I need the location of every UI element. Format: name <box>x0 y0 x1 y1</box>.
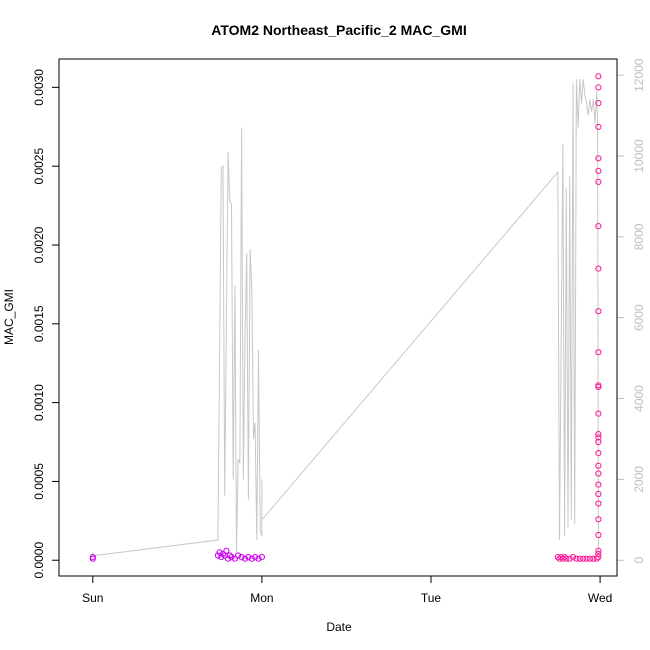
y-tick-label: 0.0000 <box>32 542 46 579</box>
data-point <box>218 554 225 561</box>
data-point <box>248 555 255 562</box>
data-point <box>595 155 602 162</box>
data-point <box>595 531 602 539</box>
data-point <box>595 308 602 315</box>
y-tick-label: 0.0025 <box>32 148 46 185</box>
data-point <box>595 410 602 417</box>
data-point <box>595 470 602 477</box>
data-point <box>258 554 265 561</box>
data-point <box>595 73 602 80</box>
data-point <box>255 555 262 562</box>
data-point <box>223 547 230 554</box>
data-point <box>595 554 602 561</box>
data-point <box>595 516 602 523</box>
y-tick-label: 0.0010 <box>32 384 46 421</box>
data-point <box>595 547 602 554</box>
data-point <box>595 450 602 457</box>
data-point <box>595 349 602 356</box>
series-line <box>92 79 599 557</box>
data-point <box>226 552 233 559</box>
data-point <box>235 552 242 559</box>
data-point <box>225 555 232 562</box>
data-point <box>595 431 602 438</box>
data-point <box>580 555 587 562</box>
y-right-tick-label: 12000 <box>632 58 646 92</box>
x-tick-label: Sun <box>82 591 103 605</box>
data-point <box>595 481 602 488</box>
x-tick-label: Tue <box>421 591 442 605</box>
y-right-tick-label: 8000 <box>632 223 646 250</box>
y-right-tick-label: 4000 <box>632 385 646 412</box>
data-point <box>241 555 249 562</box>
plot-frame <box>58 58 618 577</box>
data-point <box>595 84 602 91</box>
data-point <box>595 265 602 272</box>
y-tick-label: 0.0030 <box>32 69 46 106</box>
data-point <box>245 554 252 561</box>
data-point <box>559 555 567 562</box>
x-tick-label: Mon <box>250 591 273 605</box>
y-tick-label: 0.0015 <box>32 305 46 342</box>
data-point <box>595 500 602 507</box>
data-point <box>89 555 96 562</box>
y-axis-label: MAC_GMI <box>2 289 16 345</box>
data-point <box>238 554 245 561</box>
data-point <box>228 554 235 561</box>
data-point <box>219 550 227 558</box>
data-point <box>595 462 602 469</box>
data-point <box>566 555 573 562</box>
y-right-tick-label: 2000 <box>632 466 646 493</box>
data-point <box>595 382 602 389</box>
y-right-tick-label: 6000 <box>632 304 646 331</box>
data-point <box>583 555 590 562</box>
x-tick-label: Wed <box>588 591 612 605</box>
data-point <box>586 555 594 562</box>
data-point <box>569 554 577 561</box>
data-point <box>595 434 602 441</box>
data-point <box>595 123 602 130</box>
data-point <box>595 490 602 498</box>
data-point <box>595 223 602 230</box>
y-tick-label: 0.0020 <box>32 226 46 263</box>
data-point <box>573 555 580 562</box>
chart-title: ATOM2 Northeast_Pacific_2 MAC_GMI <box>211 22 466 38</box>
y-right-tick-label: 10000 <box>632 139 646 173</box>
data-point <box>595 550 602 558</box>
data-point <box>595 100 602 107</box>
data-point <box>576 555 583 562</box>
y-tick-label: 0.0005 <box>32 463 46 500</box>
y-right-tick-label: 0 <box>632 557 646 564</box>
data-point <box>595 178 602 185</box>
data-point <box>231 555 238 562</box>
chart-marks: Sun Mon Tue Wed 0.0000 0.0005 0.0010 0.0015 0.00… <box>32 58 646 605</box>
x-axis-label: Date <box>326 620 352 634</box>
data-point <box>252 554 259 561</box>
data-point <box>595 167 602 174</box>
data-point <box>563 555 570 562</box>
